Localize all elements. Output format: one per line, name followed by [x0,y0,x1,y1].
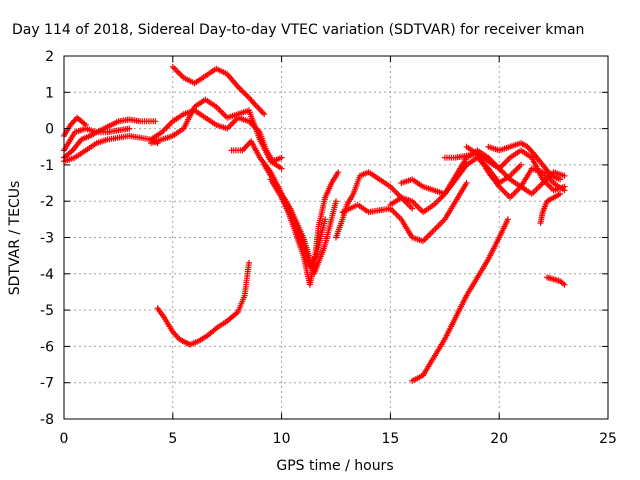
data-point [335,169,342,176]
y-tick-label: -6 [40,339,54,355]
data-point [246,259,252,266]
y-tick-label: -7 [40,376,54,392]
x-tick-label: 20 [490,431,508,447]
series-layer [61,63,568,384]
series-arc-e [154,259,252,348]
y-tick-label: -2 [40,194,54,210]
y-tick-label: -3 [40,231,54,247]
series-arc-k [261,161,339,277]
x-tick-label: 15 [381,431,399,447]
series-arc-a [61,116,159,154]
data-point [561,172,568,179]
data-point [561,187,568,194]
series-arc-h [148,96,285,172]
x-tick-label: 10 [273,431,291,447]
x-tick-label: 5 [168,431,177,447]
y-tick-label: 1 [45,85,54,101]
x-tick-label: 25 [599,431,617,447]
y-tick-label: 2 [45,49,54,65]
data-point [126,125,133,132]
y-tick-label: 0 [45,122,54,138]
data-point [504,216,511,223]
data-point [409,205,416,212]
data-point [261,111,268,118]
data-point [333,198,339,205]
data-point [278,154,285,161]
y-axis-label: SDTVAR / TECUs [7,181,23,296]
data-point [561,281,568,288]
series-arc-r [485,140,564,183]
series-arc-d [61,114,89,139]
data-point [152,118,159,125]
y-tick-label: -5 [40,303,54,319]
y-tick-label: -8 [40,412,54,428]
series-arc-u [537,190,564,226]
data-point [82,122,89,128]
series-arc-t [544,274,568,288]
data-point [557,176,564,183]
series-arc-c [61,125,133,161]
y-tick-label: -1 [40,158,54,174]
data-point [278,165,285,172]
data-point [463,180,470,186]
chart-title: Day 114 of 2018, Sidereal Day-to-day VTE… [12,22,584,38]
x-tick-label: 0 [60,431,69,447]
data-point [322,216,329,223]
x-axis-label: GPS time / hours [276,458,393,474]
data-point [557,190,564,197]
series-arc-q [463,143,568,201]
data-point [518,161,524,168]
series-arc-m [339,180,470,245]
y-tick-label: -4 [40,267,54,283]
series-arc-s [409,216,511,384]
series-arc-f [169,63,268,118]
